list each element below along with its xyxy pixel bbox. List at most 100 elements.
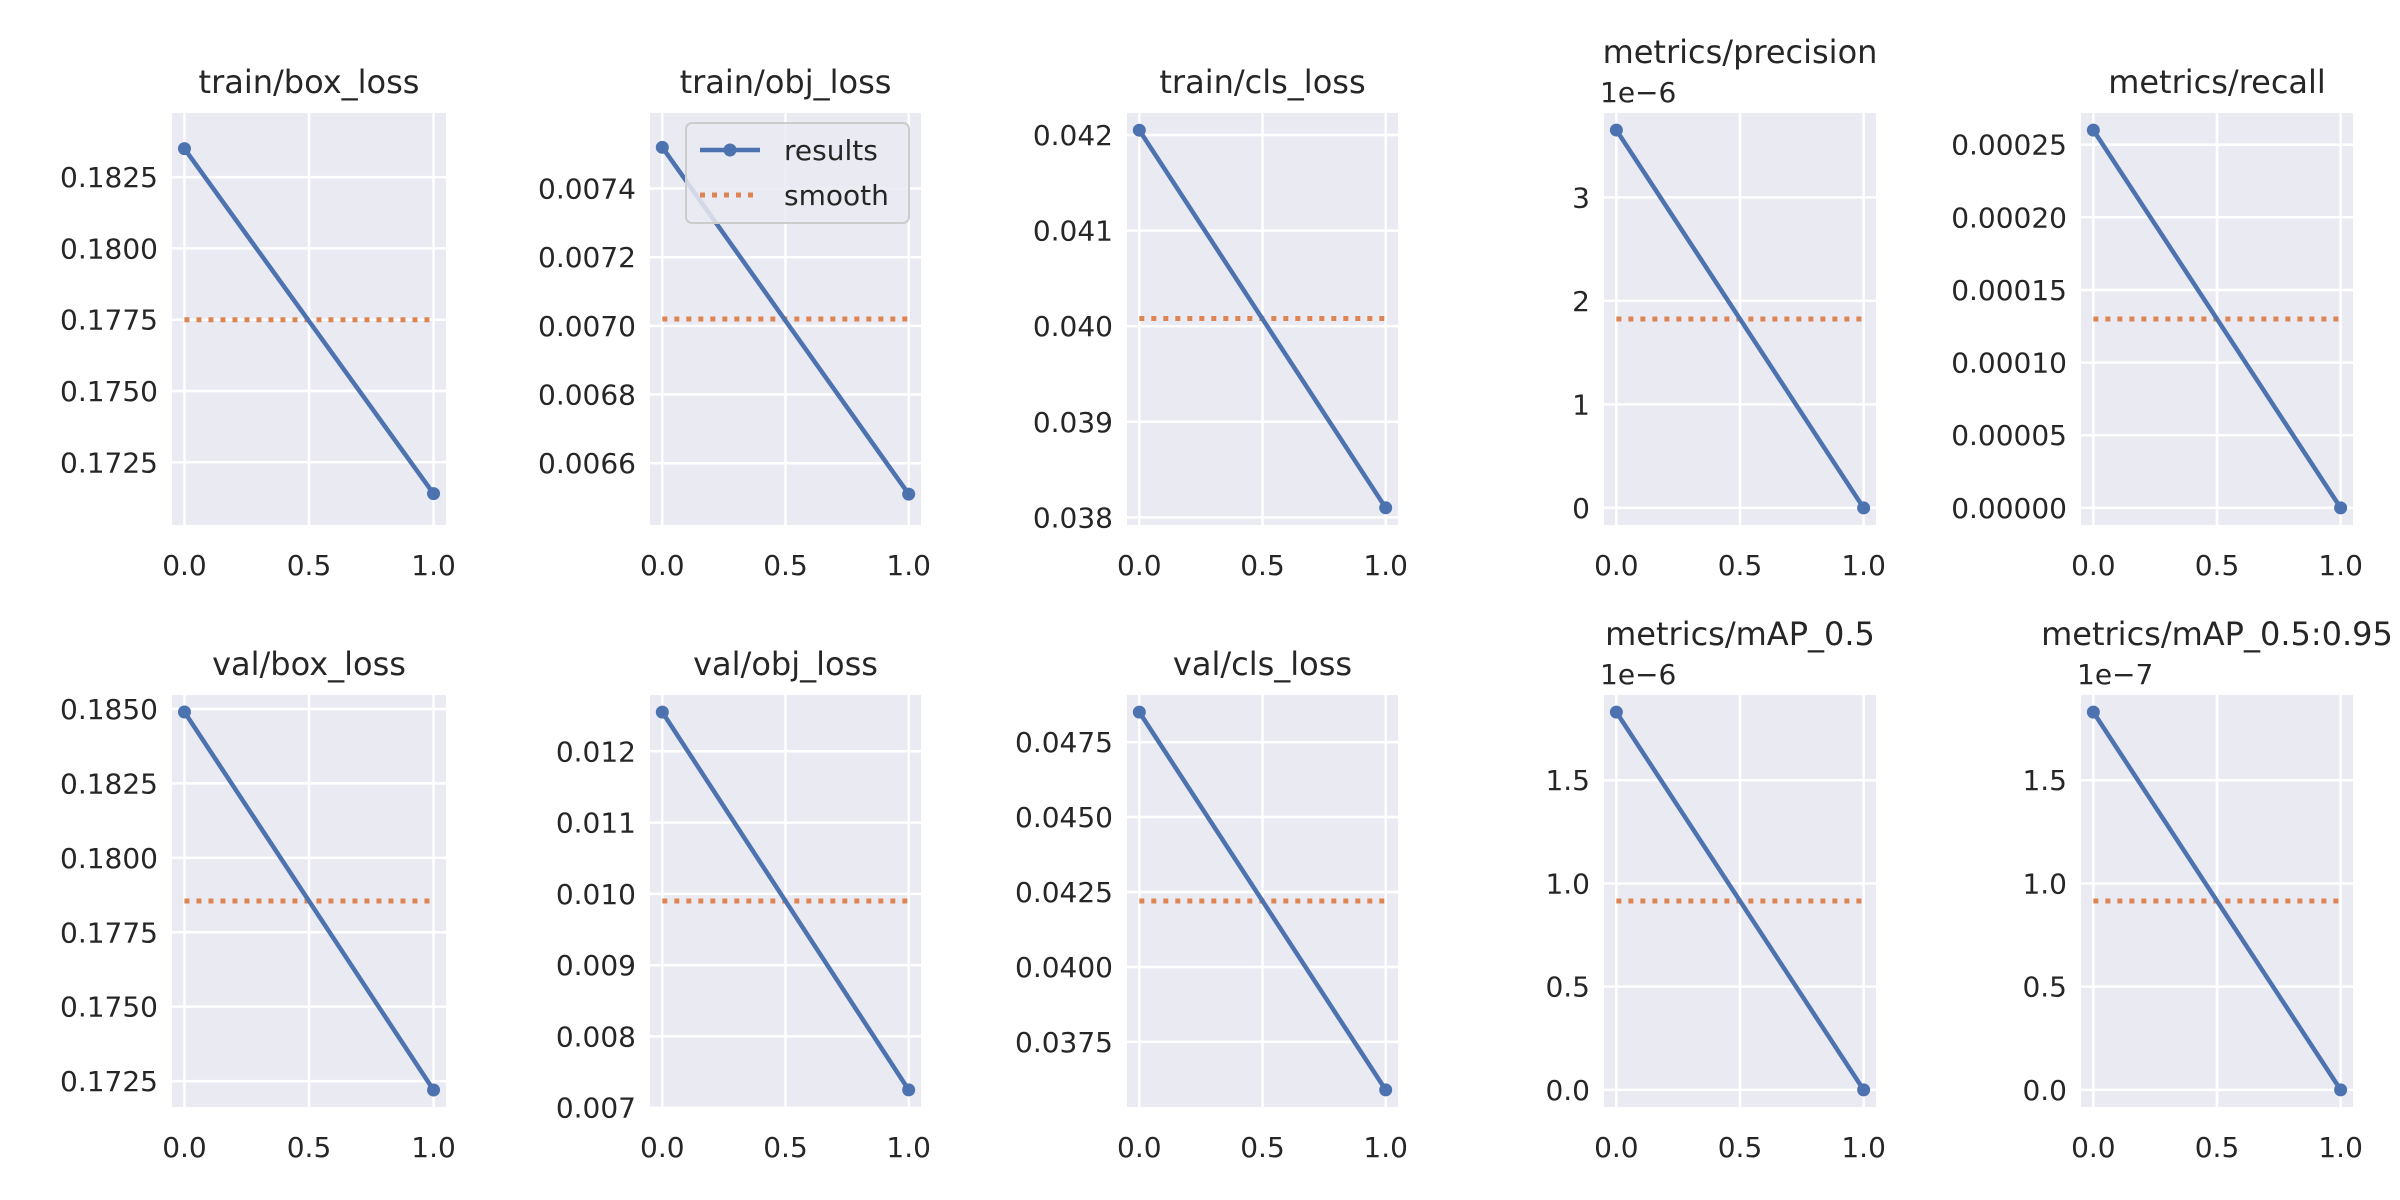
y-tick-label: 0.0375	[1015, 1026, 1113, 1059]
y-tick-label: 0.0	[2022, 1074, 2067, 1107]
results-point	[1857, 1083, 1871, 1097]
y-tick-label: 0.0425	[1015, 876, 1113, 909]
results-point	[1132, 123, 1146, 137]
results-point	[655, 140, 669, 154]
y-tick-label: 0.011	[556, 807, 636, 840]
y-tick-label: 0.00025	[1951, 129, 2067, 162]
results-line	[2091, 128, 2343, 510]
x-tick-label: 0.5	[763, 1131, 808, 1164]
y-tick-label: 0.1800	[60, 232, 158, 265]
results-line	[1137, 710, 1388, 1092]
results-line	[182, 147, 436, 495]
y-tick-label: 0.0450	[1015, 801, 1113, 834]
subplot-8: 0.0 0.5 1.0 0.0 0.5 1.0 1.5 metrics/mAP_0.5 1e−6	[1545, 615, 1885, 1164]
x-tick-label: 0.0	[1117, 549, 1162, 582]
y-tick-label: 0.040	[1033, 310, 1113, 343]
y-tick-label: 0.0475	[1015, 726, 1113, 759]
y-tick-label: 0.1775	[60, 304, 158, 337]
results-point	[1609, 123, 1623, 137]
results-point	[1609, 705, 1623, 719]
y-tick-label: 0.012	[556, 735, 636, 768]
y-tick-label: 0.007	[556, 1092, 636, 1125]
x-tick-label: 1.0	[1363, 1131, 1408, 1164]
subplot-title: metrics/mAP_0.5	[1605, 615, 1875, 653]
y-tick-label: 0.1775	[60, 916, 158, 949]
y-tick-label: 1	[1572, 388, 1590, 421]
results-point	[2334, 1083, 2348, 1097]
results-point	[427, 1083, 441, 1097]
y-tick-label: 2	[1572, 285, 1590, 318]
legend: results smooth	[685, 122, 910, 224]
results-line	[1614, 710, 1866, 1092]
x-tick-label: 1.0	[1841, 549, 1886, 582]
y-tick-label: 0.1725	[60, 446, 158, 479]
y-tick-label: 0.1825	[60, 161, 158, 194]
x-tick-label: 0.0	[2071, 549, 2116, 582]
subplot-title: train/cls_loss	[1159, 63, 1365, 101]
subplot-3: 0.0 0.5 1.0 0 1 2 3 metrics/precision 1e−6	[1572, 33, 1886, 582]
subplot-7: 0.0 0.5 1.0 0.0375 0.0400 0.0425 0.0450 0.0475 v…	[1015, 645, 1408, 1164]
y-tick-label: 0.00000	[1951, 492, 2067, 525]
y-tick-label: 0.009	[556, 949, 636, 982]
y-tick-label: 0.1850	[60, 693, 158, 726]
x-tick-label: 0.5	[1718, 1131, 1763, 1164]
x-tick-label: 0.5	[763, 549, 808, 582]
y-tick-label: 1.0	[2022, 867, 2067, 900]
y-tick-label: 0.0070	[538, 310, 636, 343]
y-tick-label: 0.00010	[1951, 347, 2067, 380]
x-tick-label: 0.0	[2071, 1131, 2116, 1164]
results-point	[427, 487, 441, 501]
y-tick-label: 1.0	[1545, 867, 1590, 900]
x-tick-label: 0.0	[1117, 1131, 1162, 1164]
subplot-title: metrics/mAP_0.5:0.95	[2041, 615, 2393, 653]
y-tick-label: 0.041	[1033, 215, 1113, 248]
subplot-title: val/box_loss	[212, 645, 406, 683]
results-line	[1137, 128, 1388, 510]
subplot-6: 0.0 0.5 1.0 0.007 0.008 0.009 0.010 0.011 0.012 v…	[556, 645, 931, 1164]
y-tick-label: 0.00005	[1951, 419, 2067, 452]
subplot-9: 0.0 0.5 1.0 0.0 0.5 1.0 1.5 metrics/mAP_0.5:0.9…	[2022, 615, 2392, 1164]
results-point	[655, 705, 669, 719]
subplot-5: 0.0 0.5 1.0 0.1725 0.1750 0.1775 0.1800 0.1825 0…	[60, 645, 456, 1164]
x-tick-label: 1.0	[886, 549, 931, 582]
x-tick-label: 1.0	[2318, 549, 2363, 582]
y-tick-label: 0.0072	[538, 241, 636, 274]
y-tick-label: 0.5	[1545, 971, 1590, 1004]
results-point	[902, 1083, 916, 1097]
x-tick-label: 1.0	[1363, 549, 1408, 582]
results-point	[902, 487, 916, 501]
y-tick-label: 0.010	[556, 878, 636, 911]
legend-results-label: results	[784, 134, 878, 167]
y-tick-label: 1.5	[1545, 764, 1590, 797]
x-tick-label: 0.5	[1240, 549, 1285, 582]
results-line	[182, 710, 436, 1092]
y-tick-label: 0.1800	[60, 842, 158, 875]
x-tick-label: 0.5	[2195, 1131, 2240, 1164]
results-line	[660, 710, 911, 1092]
subplot-title: train/box_loss	[199, 63, 420, 101]
y-tick-label: 3	[1572, 181, 1590, 214]
results-point	[2334, 501, 2348, 515]
subplot-title: val/cls_loss	[1173, 645, 1352, 683]
subplot-0: 0.0 0.5 1.0 0.1725 0.1750 0.1775 0.1800 0.1825 t…	[60, 63, 456, 582]
subplot-title: train/obj_loss	[680, 63, 892, 101]
y-tick-label: 0.00020	[1951, 201, 2067, 234]
x-tick-label: 0.5	[1718, 549, 1763, 582]
y-tick-label: 0.1725	[60, 1065, 158, 1098]
x-tick-label: 0.0	[640, 549, 685, 582]
x-tick-label: 1.0	[1841, 1131, 1886, 1164]
subplot-title: metrics/recall	[2108, 63, 2326, 101]
results-point	[177, 142, 191, 156]
y-tick-label: 0.0066	[538, 447, 636, 480]
legend-smooth-label: smooth	[784, 179, 889, 212]
x-tick-label: 0.0	[162, 1131, 207, 1164]
axis-offset-label: 1e−6	[1600, 658, 1676, 691]
results-point	[2086, 123, 2100, 137]
axis-offset-label: 1e−7	[2077, 658, 2153, 691]
x-tick-label: 1.0	[411, 549, 456, 582]
x-tick-label: 0.0	[640, 1131, 685, 1164]
y-tick-label: 0.0	[1545, 1074, 1590, 1107]
x-tick-label: 1.0	[2318, 1131, 2363, 1164]
y-tick-label: 0.00015	[1951, 274, 2067, 307]
y-tick-label: 0.1750	[60, 991, 158, 1024]
